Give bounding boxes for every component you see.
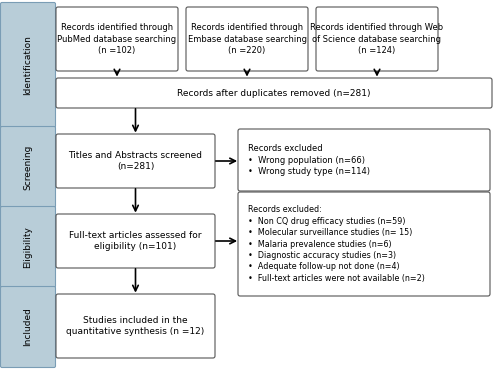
Text: Identification: Identification (24, 35, 32, 95)
Text: Studies included in the
quantitative synthesis (n =12): Studies included in the quantitative syn… (66, 316, 204, 336)
FancyBboxPatch shape (56, 134, 215, 188)
Text: Records identified through
Embase database searching
(n =220): Records identified through Embase databa… (188, 23, 306, 55)
FancyBboxPatch shape (0, 3, 56, 128)
Text: Titles and Abstracts screened
(n=281): Titles and Abstracts screened (n=281) (68, 151, 202, 171)
FancyBboxPatch shape (316, 7, 438, 71)
FancyBboxPatch shape (56, 7, 178, 71)
Text: Eligibility: Eligibility (24, 226, 32, 268)
Text: Records excluded:
•  Non CQ drug efficacy studies (n=59)
•  Molecular surveillan: Records excluded: • Non CQ drug efficacy… (248, 205, 425, 283)
FancyBboxPatch shape (56, 214, 215, 268)
FancyBboxPatch shape (238, 129, 490, 191)
FancyBboxPatch shape (238, 192, 490, 296)
Text: Records excluded
•  Wrong population (n=66)
•  Wrong study type (n=114): Records excluded • Wrong population (n=6… (248, 144, 370, 176)
FancyBboxPatch shape (0, 206, 56, 288)
FancyBboxPatch shape (56, 78, 492, 108)
FancyBboxPatch shape (0, 126, 56, 208)
Text: Included: Included (24, 307, 32, 346)
FancyBboxPatch shape (56, 294, 215, 358)
Text: Records after duplicates removed (n=281): Records after duplicates removed (n=281) (177, 89, 371, 98)
Text: Screening: Screening (24, 144, 32, 190)
Text: Records identified through Web
of Science database searching
(n =124): Records identified through Web of Scienc… (310, 23, 444, 55)
Text: Full-text articles assessed for
eligibility (n=101): Full-text articles assessed for eligibil… (69, 231, 202, 251)
FancyBboxPatch shape (186, 7, 308, 71)
Text: Records identified through
PubMed database searching
(n =102): Records identified through PubMed databa… (58, 23, 176, 55)
FancyBboxPatch shape (0, 286, 56, 368)
